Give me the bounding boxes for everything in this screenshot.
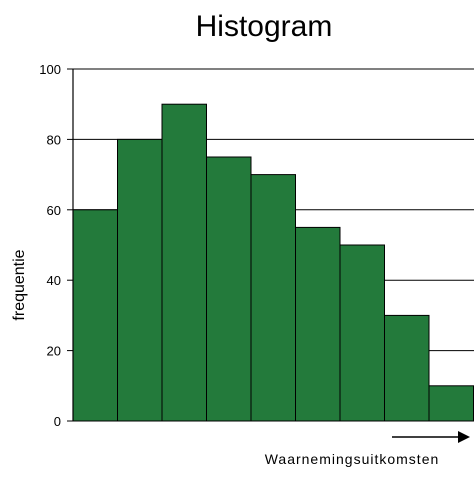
histogram-bar [339, 244, 385, 422]
y-tick-label: 60 [47, 203, 61, 218]
chart-title: Histogram [196, 10, 333, 43]
histogram-bar [295, 226, 341, 422]
histogram-bar [250, 174, 296, 422]
histogram-bar [161, 103, 207, 422]
bars [72, 103, 474, 422]
histogram-bar [206, 156, 252, 422]
y-tick-label: 20 [47, 344, 61, 359]
histogram-bar [72, 209, 118, 422]
y-tick-labels: 0 20 40 60 80 100 [39, 62, 61, 429]
y-axis-label: frequentie [11, 249, 28, 320]
histogram-bar [117, 138, 163, 422]
axes [67, 68, 74, 422]
y-tick-label: 80 [47, 132, 61, 147]
histogram-bar [428, 385, 474, 422]
x-direction-arrow [392, 431, 470, 443]
y-tick-label: 40 [47, 273, 61, 288]
histogram-bar [384, 314, 430, 422]
x-axis-label: Waarnemingsuitkomsten [265, 451, 440, 467]
y-tick-label: 100 [39, 62, 61, 77]
y-tick-label: 0 [54, 414, 61, 429]
